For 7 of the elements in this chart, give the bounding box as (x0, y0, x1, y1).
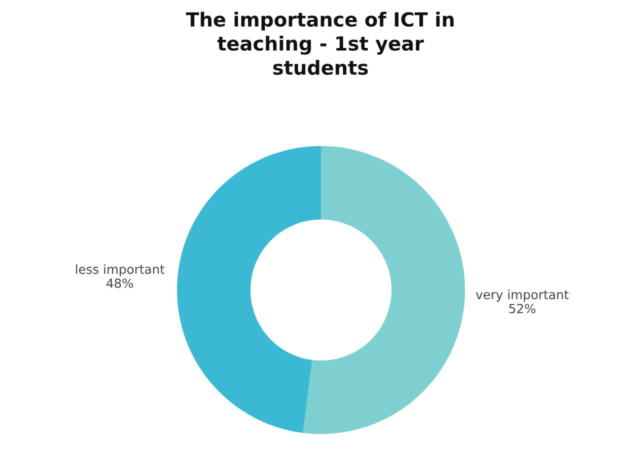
donut-slice (177, 146, 321, 433)
chart-title: The importance of ICT in teaching - 1st year students (186, 12, 454, 75)
donut-slice (302, 146, 465, 434)
slice-label: less important (76, 264, 164, 276)
data-label: 48% (106, 278, 133, 288)
slice-label: very important (476, 290, 569, 302)
data-label: 52% (509, 304, 536, 314)
